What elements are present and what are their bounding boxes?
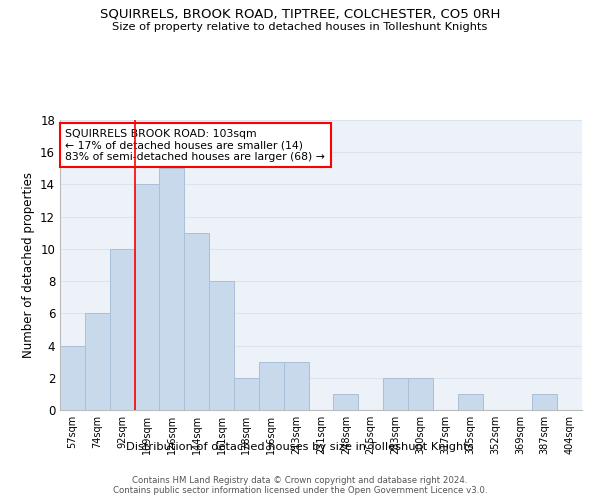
Bar [110,249,134,410]
Bar [458,394,482,410]
Bar [259,362,284,410]
Y-axis label: Number of detached properties: Number of detached properties [22,172,35,358]
Bar [408,378,433,410]
Bar [85,314,110,410]
Bar [134,184,160,410]
Bar [284,362,308,410]
Bar [60,346,85,410]
Text: SQUIRRELS BROOK ROAD: 103sqm
← 17% of detached houses are smaller (14)
83% of se: SQUIRRELS BROOK ROAD: 103sqm ← 17% of de… [65,128,325,162]
Text: Contains HM Land Registry data © Crown copyright and database right 2024.
Contai: Contains HM Land Registry data © Crown c… [113,476,487,495]
Text: SQUIRRELS, BROOK ROAD, TIPTREE, COLCHESTER, CO5 0RH: SQUIRRELS, BROOK ROAD, TIPTREE, COLCHEST… [100,8,500,20]
Bar [383,378,408,410]
Bar [234,378,259,410]
Bar [334,394,358,410]
Bar [184,233,209,410]
Bar [209,281,234,410]
Bar [160,168,184,410]
Bar [532,394,557,410]
Text: Size of property relative to detached houses in Tolleshunt Knights: Size of property relative to detached ho… [112,22,488,32]
Text: Distribution of detached houses by size in Tolleshunt Knights: Distribution of detached houses by size … [126,442,474,452]
